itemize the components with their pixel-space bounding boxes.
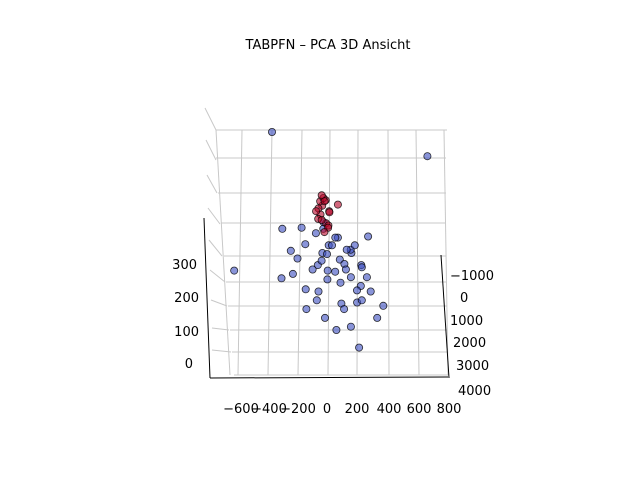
x-axis-line bbox=[209, 376, 449, 379]
scatter-point bbox=[302, 305, 311, 314]
scatter-point bbox=[230, 266, 239, 275]
scatter-point bbox=[373, 313, 382, 322]
scatter-point bbox=[352, 286, 361, 295]
scatter-point bbox=[355, 343, 364, 352]
axis-lines bbox=[203, 217, 450, 379]
grid-x-7 bbox=[415, 129, 420, 376]
grid-x-3 bbox=[297, 129, 303, 376]
z-tick-label: 300 bbox=[172, 258, 197, 273]
scatter-point bbox=[278, 224, 287, 233]
grid-x-6 bbox=[387, 129, 390, 376]
scatter-point bbox=[340, 305, 349, 314]
scatter-point bbox=[288, 269, 297, 278]
y-tick-label: 3000 bbox=[456, 359, 489, 374]
scatter-point bbox=[423, 152, 432, 161]
z-axis-ticks: 0 100 200 300 bbox=[172, 258, 199, 372]
left-pane-line-4 bbox=[208, 239, 223, 257]
scatter-point bbox=[301, 285, 310, 294]
scatter-point bbox=[312, 296, 321, 305]
x-axis-ticks: −600−400−200 0 200 400 600 800 bbox=[223, 402, 461, 417]
scatter-point bbox=[362, 273, 371, 282]
y-tick-label: 0 bbox=[460, 291, 468, 306]
scatter-point bbox=[331, 233, 340, 242]
y-axis-ticks: −1000 0 1000 2000 3000 4000 bbox=[450, 269, 494, 399]
y-tick-label: 1000 bbox=[450, 314, 483, 329]
scatter-point bbox=[320, 228, 329, 237]
left-pane-edge-top bbox=[204, 107, 217, 131]
scatter-point bbox=[346, 273, 355, 282]
grid-x-0 bbox=[215, 129, 231, 376]
scatter-point bbox=[364, 232, 373, 241]
scatter-point bbox=[341, 265, 350, 274]
scatter-point bbox=[342, 245, 351, 254]
grid-x-8 bbox=[443, 129, 449, 376]
x-tick-label: 400 bbox=[377, 402, 402, 417]
y-tick-label: 2000 bbox=[453, 336, 486, 351]
z-axis-line bbox=[203, 217, 211, 379]
scatter-point bbox=[317, 256, 326, 265]
scatter-point bbox=[308, 265, 317, 274]
scatter-point bbox=[317, 215, 326, 224]
scatter-point bbox=[323, 266, 332, 275]
left-pane-line-6 bbox=[210, 299, 228, 307]
grid-x-1 bbox=[237, 129, 243, 376]
scatter-point bbox=[333, 200, 342, 209]
y-axis-line bbox=[440, 254, 450, 379]
scatter-point bbox=[301, 240, 310, 249]
scatter-point bbox=[314, 287, 323, 296]
left-pane-line-3 bbox=[207, 207, 221, 225]
x-tick-label: −400 bbox=[251, 402, 287, 417]
z-tick-label: 100 bbox=[174, 325, 199, 340]
scatter-point bbox=[325, 208, 334, 217]
scatter-point bbox=[357, 263, 366, 272]
scatter-point bbox=[277, 274, 286, 283]
scatter-point bbox=[336, 278, 345, 287]
scatter-point bbox=[379, 301, 388, 310]
scatter-point bbox=[267, 127, 276, 136]
left-pane-line-7 bbox=[211, 327, 230, 331]
x-tick-label: 600 bbox=[407, 402, 432, 417]
scatter-points bbox=[230, 127, 432, 352]
grid-x-2 bbox=[267, 129, 273, 376]
scatter-point bbox=[311, 229, 320, 238]
scatter-point bbox=[320, 313, 329, 322]
x-tick-label: 200 bbox=[345, 402, 370, 417]
scatter-point bbox=[366, 287, 375, 296]
scatter-point bbox=[293, 254, 302, 263]
scatter-point bbox=[332, 325, 341, 334]
x-tick-label: 0 bbox=[323, 402, 331, 417]
scatter-point bbox=[346, 322, 355, 331]
left-pane-line-1 bbox=[205, 139, 217, 161]
left-pane-line-2 bbox=[206, 174, 218, 194]
y-tick-label: 4000 bbox=[458, 384, 491, 399]
scatter-point bbox=[312, 207, 321, 216]
scatter-point bbox=[322, 250, 331, 259]
z-tick-label: 200 bbox=[174, 291, 199, 306]
scatter-point bbox=[320, 197, 329, 206]
scatter-point bbox=[297, 223, 306, 232]
scatter-point bbox=[357, 296, 366, 305]
x-tick-label: −600 bbox=[223, 402, 259, 417]
y-tick-label: −1000 bbox=[450, 269, 494, 284]
scatter-point bbox=[286, 246, 295, 255]
scatter-point bbox=[331, 267, 340, 276]
x-tick-label: −200 bbox=[280, 402, 316, 417]
x-tick-label: 800 bbox=[437, 402, 462, 417]
chart-title: TABPFN – PCA 3D Ansicht bbox=[245, 38, 411, 53]
left-pane-line-8 bbox=[211, 349, 232, 353]
grid-x-5 bbox=[356, 129, 359, 376]
grid-panes bbox=[204, 107, 449, 376]
left-pane-line-5 bbox=[209, 269, 226, 283]
z-tick-label: 0 bbox=[185, 357, 193, 372]
scatter-point bbox=[350, 241, 359, 250]
scatter-point bbox=[327, 241, 336, 250]
scatter-point bbox=[323, 275, 332, 284]
